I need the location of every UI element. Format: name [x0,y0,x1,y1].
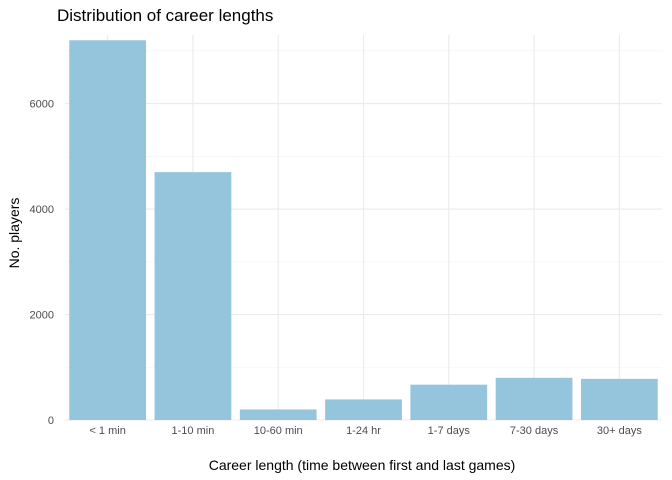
x-tick-label: 1-10 min [172,425,215,437]
y-axis-title: No. players [6,198,22,269]
x-tick-label: < 1 min [89,425,125,437]
x-axis-title: Career length (time between first and la… [209,457,516,473]
bar [325,399,402,420]
bar [580,378,658,420]
x-tick-label: 7-30 days [510,425,559,437]
x-tick-label: 1-24 hr [346,425,381,437]
y-axis-ticks: 0 2000 4000 6000 [30,99,54,427]
x-tick-label: 1-7 days [428,425,471,437]
bar [154,172,232,420]
y-tick-label: 2000 [30,310,54,322]
x-axis-ticks: < 1 min 1-10 min 10-60 min 1-24 hr 1-7 days 7… [89,425,642,437]
y-tick-label: 4000 [30,204,54,216]
bars [69,40,658,420]
chart-title: Distribution of career lengths [57,6,273,25]
bar [69,40,147,420]
bar [239,409,317,420]
bar [410,384,488,420]
y-tick-label: 0 [48,415,54,427]
y-tick-label: 6000 [30,99,54,111]
x-tick-label: 30+ days [597,425,642,437]
x-tick-label: 10-60 min [254,425,303,437]
bar [495,377,573,420]
